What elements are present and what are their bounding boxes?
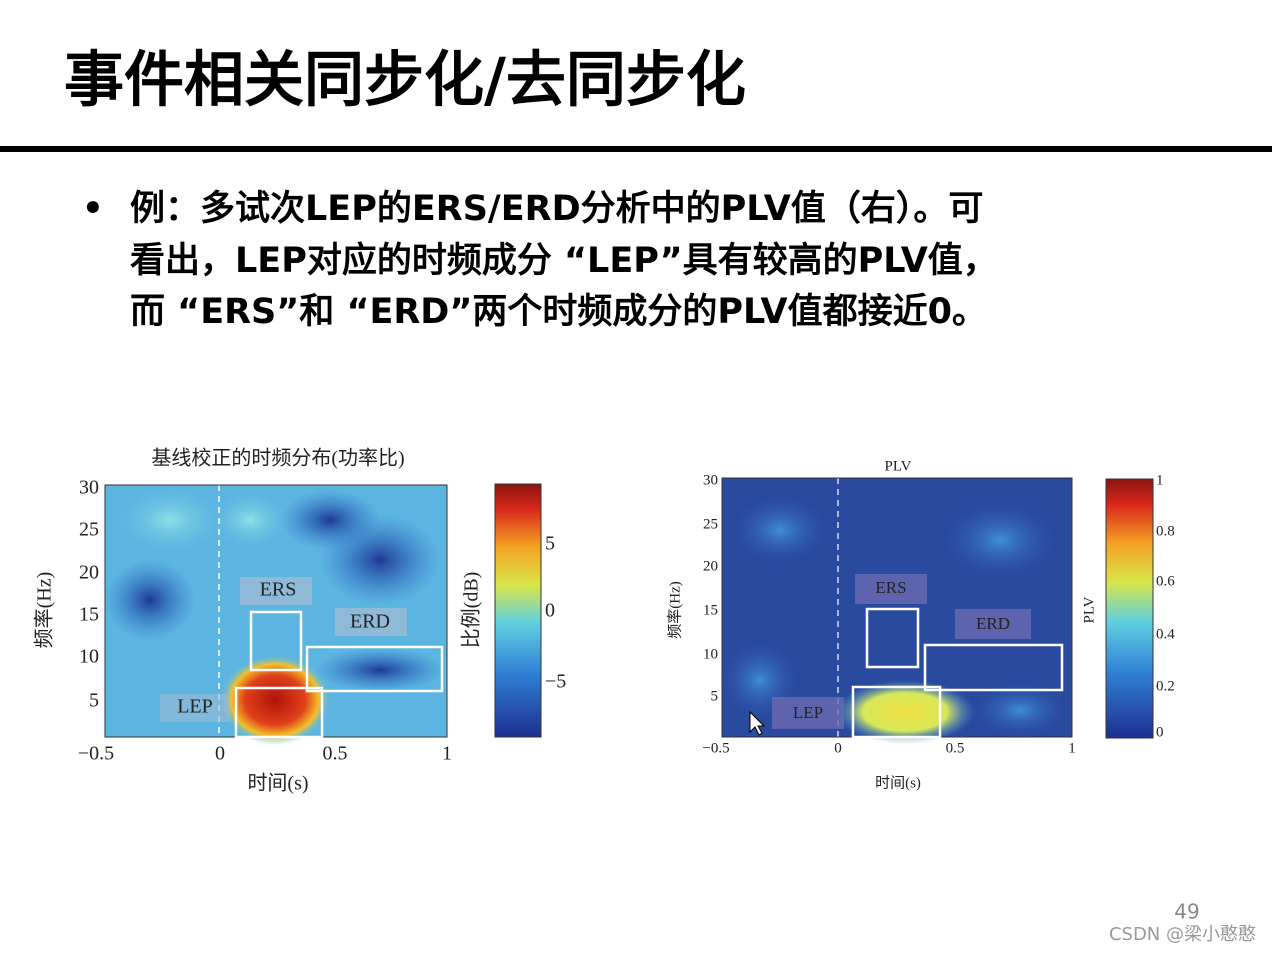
title-rule bbox=[0, 146, 1272, 152]
colorbar-tick-label: 0 bbox=[545, 600, 555, 622]
colorbar-tick-label: 0.6 bbox=[1156, 573, 1175, 589]
colorbar-tick-label: 0.4 bbox=[1156, 626, 1175, 642]
colorbar-tick-label: −5 bbox=[545, 671, 566, 693]
y-tick-label: 15 bbox=[79, 604, 99, 626]
y-tick-label: 25 bbox=[703, 516, 718, 532]
y-tick-label: 30 bbox=[79, 477, 99, 499]
figure-title: PLV bbox=[885, 458, 912, 474]
box-label: LEP bbox=[177, 696, 213, 718]
colorbar-tick-label: 1 bbox=[1156, 472, 1164, 488]
x-tick-label: 1 bbox=[1068, 740, 1076, 756]
figure-left: 基线校正的时频分布(功率比) ERS ERD LEP 30 25 20 15 1… bbox=[33, 447, 567, 795]
box-label: ERD bbox=[350, 611, 390, 633]
colorbar-tick-label: 0 bbox=[1156, 724, 1164, 740]
x-tick-label: 0.5 bbox=[946, 740, 965, 756]
slide-title: 事件相关同步化/去同步化 bbox=[64, 46, 746, 116]
box-label: ERS bbox=[875, 578, 906, 597]
y-tick-label: 5 bbox=[89, 690, 99, 712]
watermark: CSDN @梁小憨憨 bbox=[1109, 924, 1256, 945]
box-label: ERD bbox=[976, 614, 1010, 633]
y-tick-label: 20 bbox=[79, 562, 99, 584]
y-tick-label: 5 bbox=[711, 688, 719, 704]
colorbar-tick-label: 0.8 bbox=[1156, 523, 1175, 539]
x-tick-label: −0.5 bbox=[78, 743, 114, 765]
y-tick-label: 25 bbox=[79, 519, 99, 541]
y-tick-label: 30 bbox=[703, 472, 718, 488]
y-tick-label: 10 bbox=[703, 646, 718, 662]
figure-title: 基线校正的时频分布(功率比) bbox=[151, 447, 404, 470]
body-line: 而 “ERS”和 “ERD”两个时频成分的PLV值都接近0。 bbox=[130, 292, 987, 332]
page-number: 49 bbox=[1174, 900, 1199, 924]
y-axis-label: 频率(Hz) bbox=[666, 581, 683, 638]
x-axis-label: 时间(s) bbox=[875, 774, 921, 791]
y-tick-label: 20 bbox=[703, 558, 718, 574]
body-line: 例：多试次LEP的ERS/ERD分析中的PLV值（右）。可 bbox=[130, 189, 983, 229]
box-label: ERS bbox=[260, 579, 297, 601]
x-tick-label: 0 bbox=[834, 740, 842, 756]
x-tick-label: −0.5 bbox=[702, 740, 729, 756]
x-tick-label: 0.5 bbox=[323, 743, 348, 765]
colorbar bbox=[1105, 478, 1154, 739]
y-axis-label: 频率(Hz) bbox=[33, 572, 56, 649]
x-tick-label: 0 bbox=[215, 743, 225, 765]
colorbar-tick-label: 5 bbox=[545, 533, 555, 555]
colorbar bbox=[494, 483, 542, 738]
figure-right: PLV ERS ERD LEP 30 25 20 15 10 5 −0.5 0 … bbox=[666, 458, 1175, 791]
bullet: • bbox=[82, 189, 104, 229]
colorbar-label: 比例(dB) bbox=[460, 572, 483, 649]
cursor bbox=[749, 710, 766, 736]
box-label: LEP bbox=[793, 703, 823, 722]
colorbar-tick-label: 0.2 bbox=[1156, 678, 1175, 694]
colorbar-label: PLV bbox=[1081, 596, 1097, 623]
y-tick-label: 10 bbox=[79, 646, 99, 668]
x-tick-label: 1 bbox=[442, 743, 452, 765]
body-line: 看出，LEP对应的时频成分 “LEP”具有较高的PLV值， bbox=[130, 240, 998, 281]
x-axis-label: 时间(s) bbox=[247, 772, 308, 795]
y-tick-label: 15 bbox=[703, 602, 718, 618]
